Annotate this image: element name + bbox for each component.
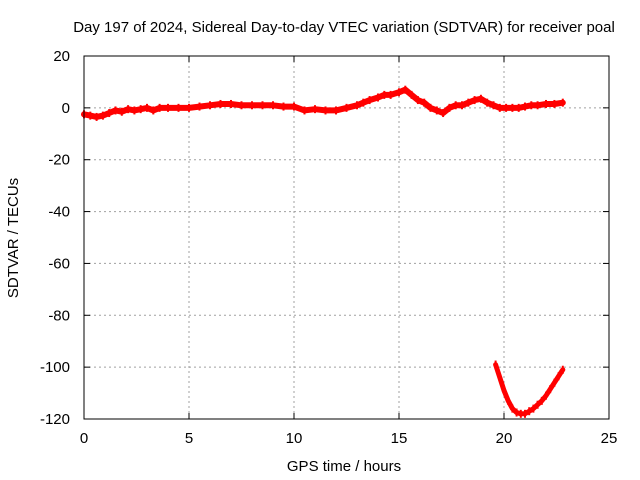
x-tick-label: 10 [286, 430, 303, 447]
y-tick-label: -100 [40, 359, 70, 376]
y-tick-label: -60 [48, 255, 70, 272]
plot-frame [83, 55, 610, 420]
series-line-arc [493, 362, 566, 417]
y-tick-label: 0 [62, 100, 70, 117]
x-axis-label: GPS time / hours [287, 458, 401, 475]
grid [84, 56, 609, 419]
y-tick-label: -120 [40, 411, 70, 428]
x-tick-label: 20 [496, 430, 513, 447]
x-tick-label: 15 [391, 430, 408, 447]
x-tick-label: 0 [80, 430, 88, 447]
y-tick-label: -40 [48, 204, 70, 221]
x-tick-label: 25 [601, 430, 618, 447]
x-tick-label: 5 [185, 430, 193, 447]
y-axis-label: SDTVAR / TECUs [5, 178, 22, 298]
data-series [81, 85, 566, 418]
y-tick-label: -80 [48, 307, 70, 324]
y-tick-label: -20 [48, 152, 70, 169]
series-line-main [81, 86, 566, 120]
chart-title: Day 197 of 2024, Sidereal Day-to-day VTE… [73, 19, 615, 36]
y-tick-label: 20 [53, 48, 70, 65]
